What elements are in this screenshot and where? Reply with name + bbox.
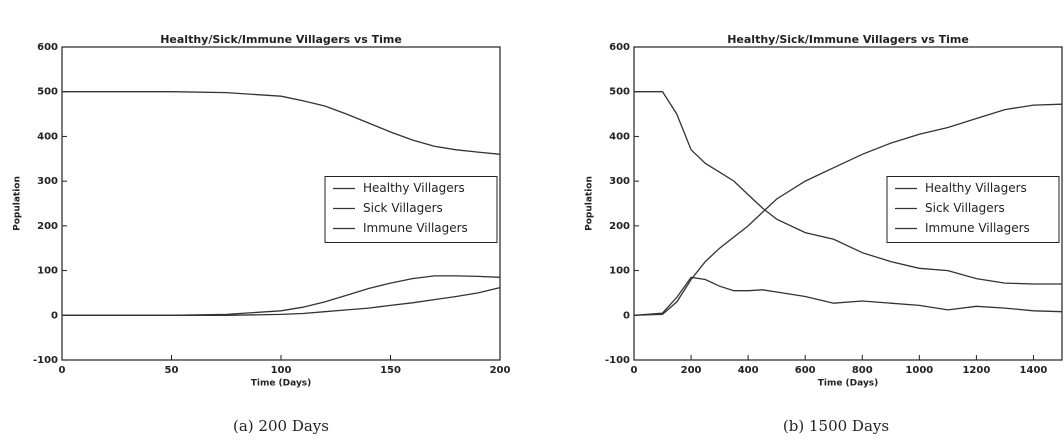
x-tick-label: 600 [795, 365, 816, 376]
x-tick-label: 200 [490, 365, 511, 376]
y-tick-label: 0 [51, 310, 58, 321]
x-tick-label: 100 [271, 365, 292, 376]
legend-box [324, 176, 498, 243]
x-tick-label: 1200 [962, 365, 990, 376]
y-tick-label: 600 [37, 42, 58, 53]
y-tick-label: 500 [609, 87, 630, 98]
y-tick-label: 400 [609, 131, 630, 142]
legend-box [886, 176, 1060, 243]
caption: (a) 200 Days [233, 417, 329, 435]
series-line [62, 286, 501, 316]
y-tick-label: 200 [37, 221, 58, 232]
y-tick-label: -100 [33, 355, 58, 366]
x-tick-label: 400 [738, 365, 759, 376]
y-tick-label: 300 [37, 176, 58, 187]
plot-frame [61, 46, 501, 361]
y-tick-label: 400 [37, 131, 58, 142]
y-tick-label: 200 [609, 221, 630, 232]
series-line [62, 91, 501, 155]
x-tick-label: 1400 [1020, 365, 1048, 376]
series-line [633, 103, 1063, 316]
x-tick-label: 1000 [905, 365, 933, 376]
y-tick-label: -100 [605, 355, 630, 366]
y-tick-label: 100 [609, 266, 630, 277]
caption: (b) 1500 Days [783, 417, 889, 435]
x-axis-label: Time (Days) [818, 379, 879, 389]
series-line [634, 91, 1062, 285]
plot-frame [633, 46, 1063, 361]
y-axis-label: Population [13, 176, 23, 231]
x-tick-label: 0 [631, 365, 638, 376]
legend-label: Sick Villagers [925, 201, 1005, 215]
x-tick-label: 0 [59, 365, 66, 376]
x-axis-label: Time (Days) [251, 379, 312, 389]
legend-label: Immune Villagers [925, 221, 1030, 235]
y-axis-label: Population [585, 176, 595, 231]
y-tick-label: 500 [37, 87, 58, 98]
x-tick-label: 200 [681, 365, 702, 376]
x-tick-label: 800 [852, 365, 873, 376]
legend-label: Healthy Villagers [925, 181, 1027, 195]
x-tick-label: 50 [165, 365, 179, 376]
series-line [62, 275, 501, 316]
legend-label: Immune Villagers [363, 221, 468, 235]
y-tick-label: 300 [609, 176, 630, 187]
y-tick-label: 100 [37, 266, 58, 277]
y-tick-label: 0 [623, 310, 630, 321]
y-tick-label: 600 [609, 42, 630, 53]
legend-label: Healthy Villagers [363, 181, 465, 195]
legend-label: Sick Villagers [363, 201, 443, 215]
chart-title: Healthy/Sick/Immune Villagers vs Time [160, 33, 402, 46]
x-tick-label: 150 [380, 365, 401, 376]
series-line [633, 276, 1063, 316]
chart-title: Healthy/Sick/Immune Villagers vs Time [727, 33, 969, 46]
